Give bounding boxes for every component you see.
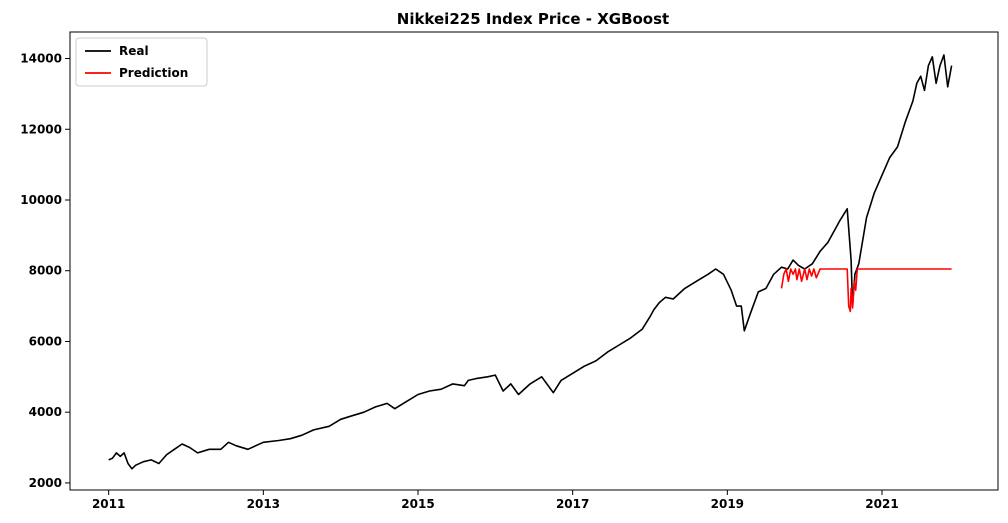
- y-tick-label: 2000: [29, 476, 62, 490]
- chart-title: Nikkei225 Index Price - XGBoost: [397, 10, 669, 28]
- series-lines: [108, 54, 953, 470]
- legend: Real Prediction: [75, 37, 208, 87]
- plot-frame: [69, 31, 999, 491]
- series-line-prediction: [780, 268, 952, 313]
- x-tick-label: 2019: [711, 497, 744, 511]
- x-tick-label: 2021: [865, 497, 898, 511]
- y-tick-label: 4000: [29, 405, 62, 419]
- y-tick-label: 10000: [20, 193, 62, 207]
- x-tick-label: 2011: [92, 497, 125, 511]
- axes: 2011 2013 2015 2017 2019 2021 2000 4000 6000 8000…: [20, 31, 999, 511]
- series-line-real: [108, 54, 953, 470]
- x-tick-label: 2017: [556, 497, 589, 511]
- legend-box: [75, 37, 208, 87]
- y-tick-label: 6000: [29, 334, 62, 348]
- y-tick-label: 12000: [20, 122, 62, 136]
- legend-label: Real: [119, 44, 149, 58]
- x-tick-label: 2015: [401, 497, 434, 511]
- x-tick-label: 2013: [247, 497, 280, 511]
- y-tick-label: 8000: [29, 264, 62, 278]
- y-tick-label: 14000: [20, 52, 62, 66]
- legend-label: Prediction: [119, 66, 188, 80]
